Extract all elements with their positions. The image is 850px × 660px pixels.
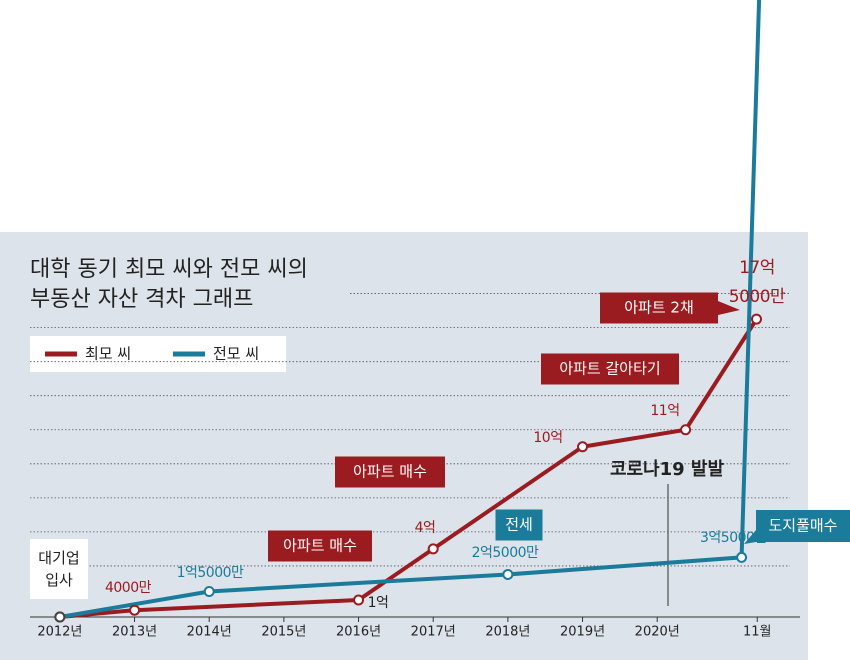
x-tick-label: 2015년 [261, 625, 306, 640]
x-tick-label: 2016년 [336, 625, 381, 640]
annotation-box [268, 530, 372, 562]
point [751, 313, 763, 325]
annotation-box [756, 510, 850, 542]
annotation: 아파트 갈아타기 [559, 360, 660, 378]
point [353, 594, 365, 606]
value-label: 17억 5000만 [729, 258, 786, 307]
value-label: 10억 [533, 430, 562, 446]
x-tick-label: 11월 [743, 625, 772, 640]
point [427, 543, 439, 555]
annotation-box [495, 509, 543, 541]
chart-title: 대학 동기 최모 씨와 전모 씨의 부동산 자산 격차 그래프 [30, 257, 308, 312]
annotation: 아파트 2채 [624, 299, 694, 317]
x-tick-label: 2018년 [485, 625, 530, 640]
point [577, 441, 589, 453]
value-label: 1억5000만 [177, 565, 244, 581]
x-tick-label: 2012년 [37, 625, 82, 640]
annotation: 아파트 매수 [353, 463, 427, 481]
x-tick-label: 2013년 [112, 625, 157, 640]
point [736, 551, 748, 563]
point [203, 585, 215, 597]
annotation-box [541, 353, 679, 385]
value-label: 1억 [368, 595, 389, 611]
x-tick-label: 2014년 [187, 625, 232, 640]
annotation-pointer [744, 530, 768, 544]
point [680, 424, 692, 436]
annotation-box [335, 456, 445, 488]
point [502, 568, 514, 580]
annotation-box [30, 539, 88, 599]
legend-label: 최모 씨 [85, 345, 131, 363]
point [54, 611, 66, 623]
value-label: 2억5000만 [472, 545, 539, 561]
annotation: 코로나19 발발 [610, 459, 725, 480]
annotation-box [600, 292, 718, 324]
annotation: 도지풀매수 [768, 517, 837, 535]
annotation: 전세 [505, 516, 533, 534]
x-tick-label: 2017년 [411, 625, 456, 640]
annotation: 아파트 매수 [283, 537, 357, 555]
x-tick-label: 2019년 [560, 625, 605, 640]
value-label: 11억 [650, 403, 679, 419]
value-label: 4000만 [105, 580, 152, 596]
legend-label: 전모 씨 [213, 345, 259, 363]
x-tick-label: 2020년 [635, 625, 680, 640]
value-label: 4억 [415, 520, 436, 536]
point [129, 604, 141, 616]
annotation: 대기업 입사 [38, 549, 79, 589]
annotation-pointer [718, 301, 740, 315]
